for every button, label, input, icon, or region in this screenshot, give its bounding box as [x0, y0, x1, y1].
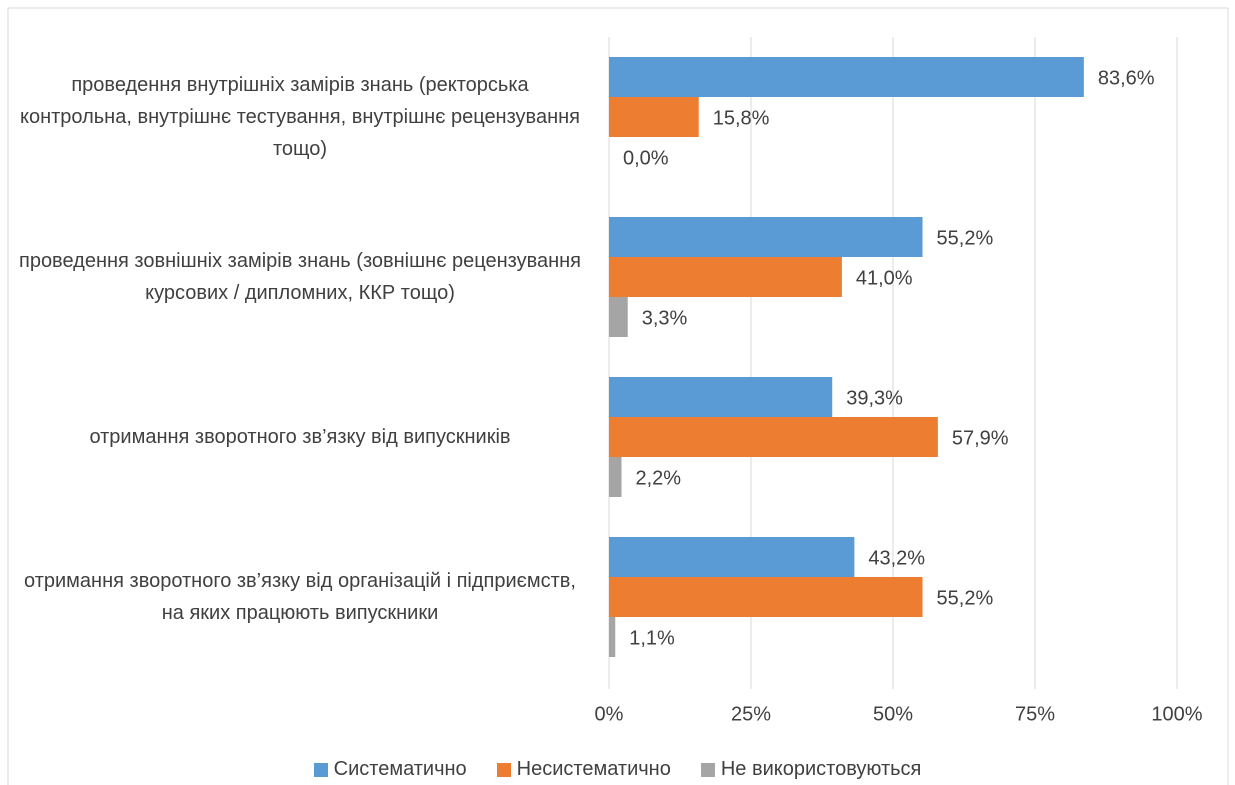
bar: [609, 577, 923, 617]
value-label: 43,2%: [868, 547, 925, 569]
bar: [609, 257, 842, 297]
value-label: 2,2%: [635, 467, 681, 489]
value-label: 0,0%: [623, 147, 669, 169]
bar: [609, 417, 938, 457]
value-label: 83,6%: [1098, 67, 1155, 89]
bar: [609, 617, 616, 657]
category-label: отримання зворотного зв’язку від організ…: [24, 570, 576, 624]
category-label: проведення внутрішніх замірів знань (рек…: [19, 74, 580, 160]
legend-item: Несистематично: [496, 758, 671, 781]
value-label: 41,0%: [856, 267, 913, 289]
bar: [609, 57, 1084, 97]
bar: [609, 297, 628, 337]
value-label: 15,8%: [713, 107, 770, 129]
bar: [609, 457, 622, 497]
x-tick-label: 50%: [873, 703, 913, 725]
category-label: отримання зворотного зв’язку від випускн…: [89, 426, 511, 448]
x-tick-label: 75%: [1015, 703, 1055, 725]
value-label: 55,2%: [937, 587, 994, 609]
legend-item: Не використовуються: [700, 758, 922, 781]
x-tick-label: 25%: [731, 703, 771, 725]
legend-item: Систематично: [313, 758, 467, 781]
value-label: 1,1%: [629, 627, 675, 649]
chart-frame: [7, 7, 1229, 785]
bar: [609, 377, 833, 417]
legend: Систематично Несистематично Не використову…: [0, 758, 1235, 781]
legend-label: Систематично: [333, 758, 467, 780]
category-label: проведення зовнішніх замірів знань (зовн…: [18, 250, 582, 304]
bar: [609, 97, 699, 137]
bar: [609, 217, 923, 257]
legend-label: Не використовуються: [720, 758, 922, 780]
legend-swatch: [700, 762, 715, 777]
x-tick-label: 0%: [595, 703, 624, 725]
legend-swatch: [313, 762, 328, 777]
bar: [609, 537, 855, 577]
value-label: 55,2%: [937, 227, 994, 249]
legend-swatch: [496, 762, 511, 777]
x-tick-label: 100%: [1151, 703, 1202, 725]
value-label: 39,3%: [846, 387, 903, 409]
value-label: 3,3%: [642, 307, 688, 329]
value-label: 57,9%: [952, 427, 1009, 449]
legend-label: Несистематично: [516, 758, 671, 780]
